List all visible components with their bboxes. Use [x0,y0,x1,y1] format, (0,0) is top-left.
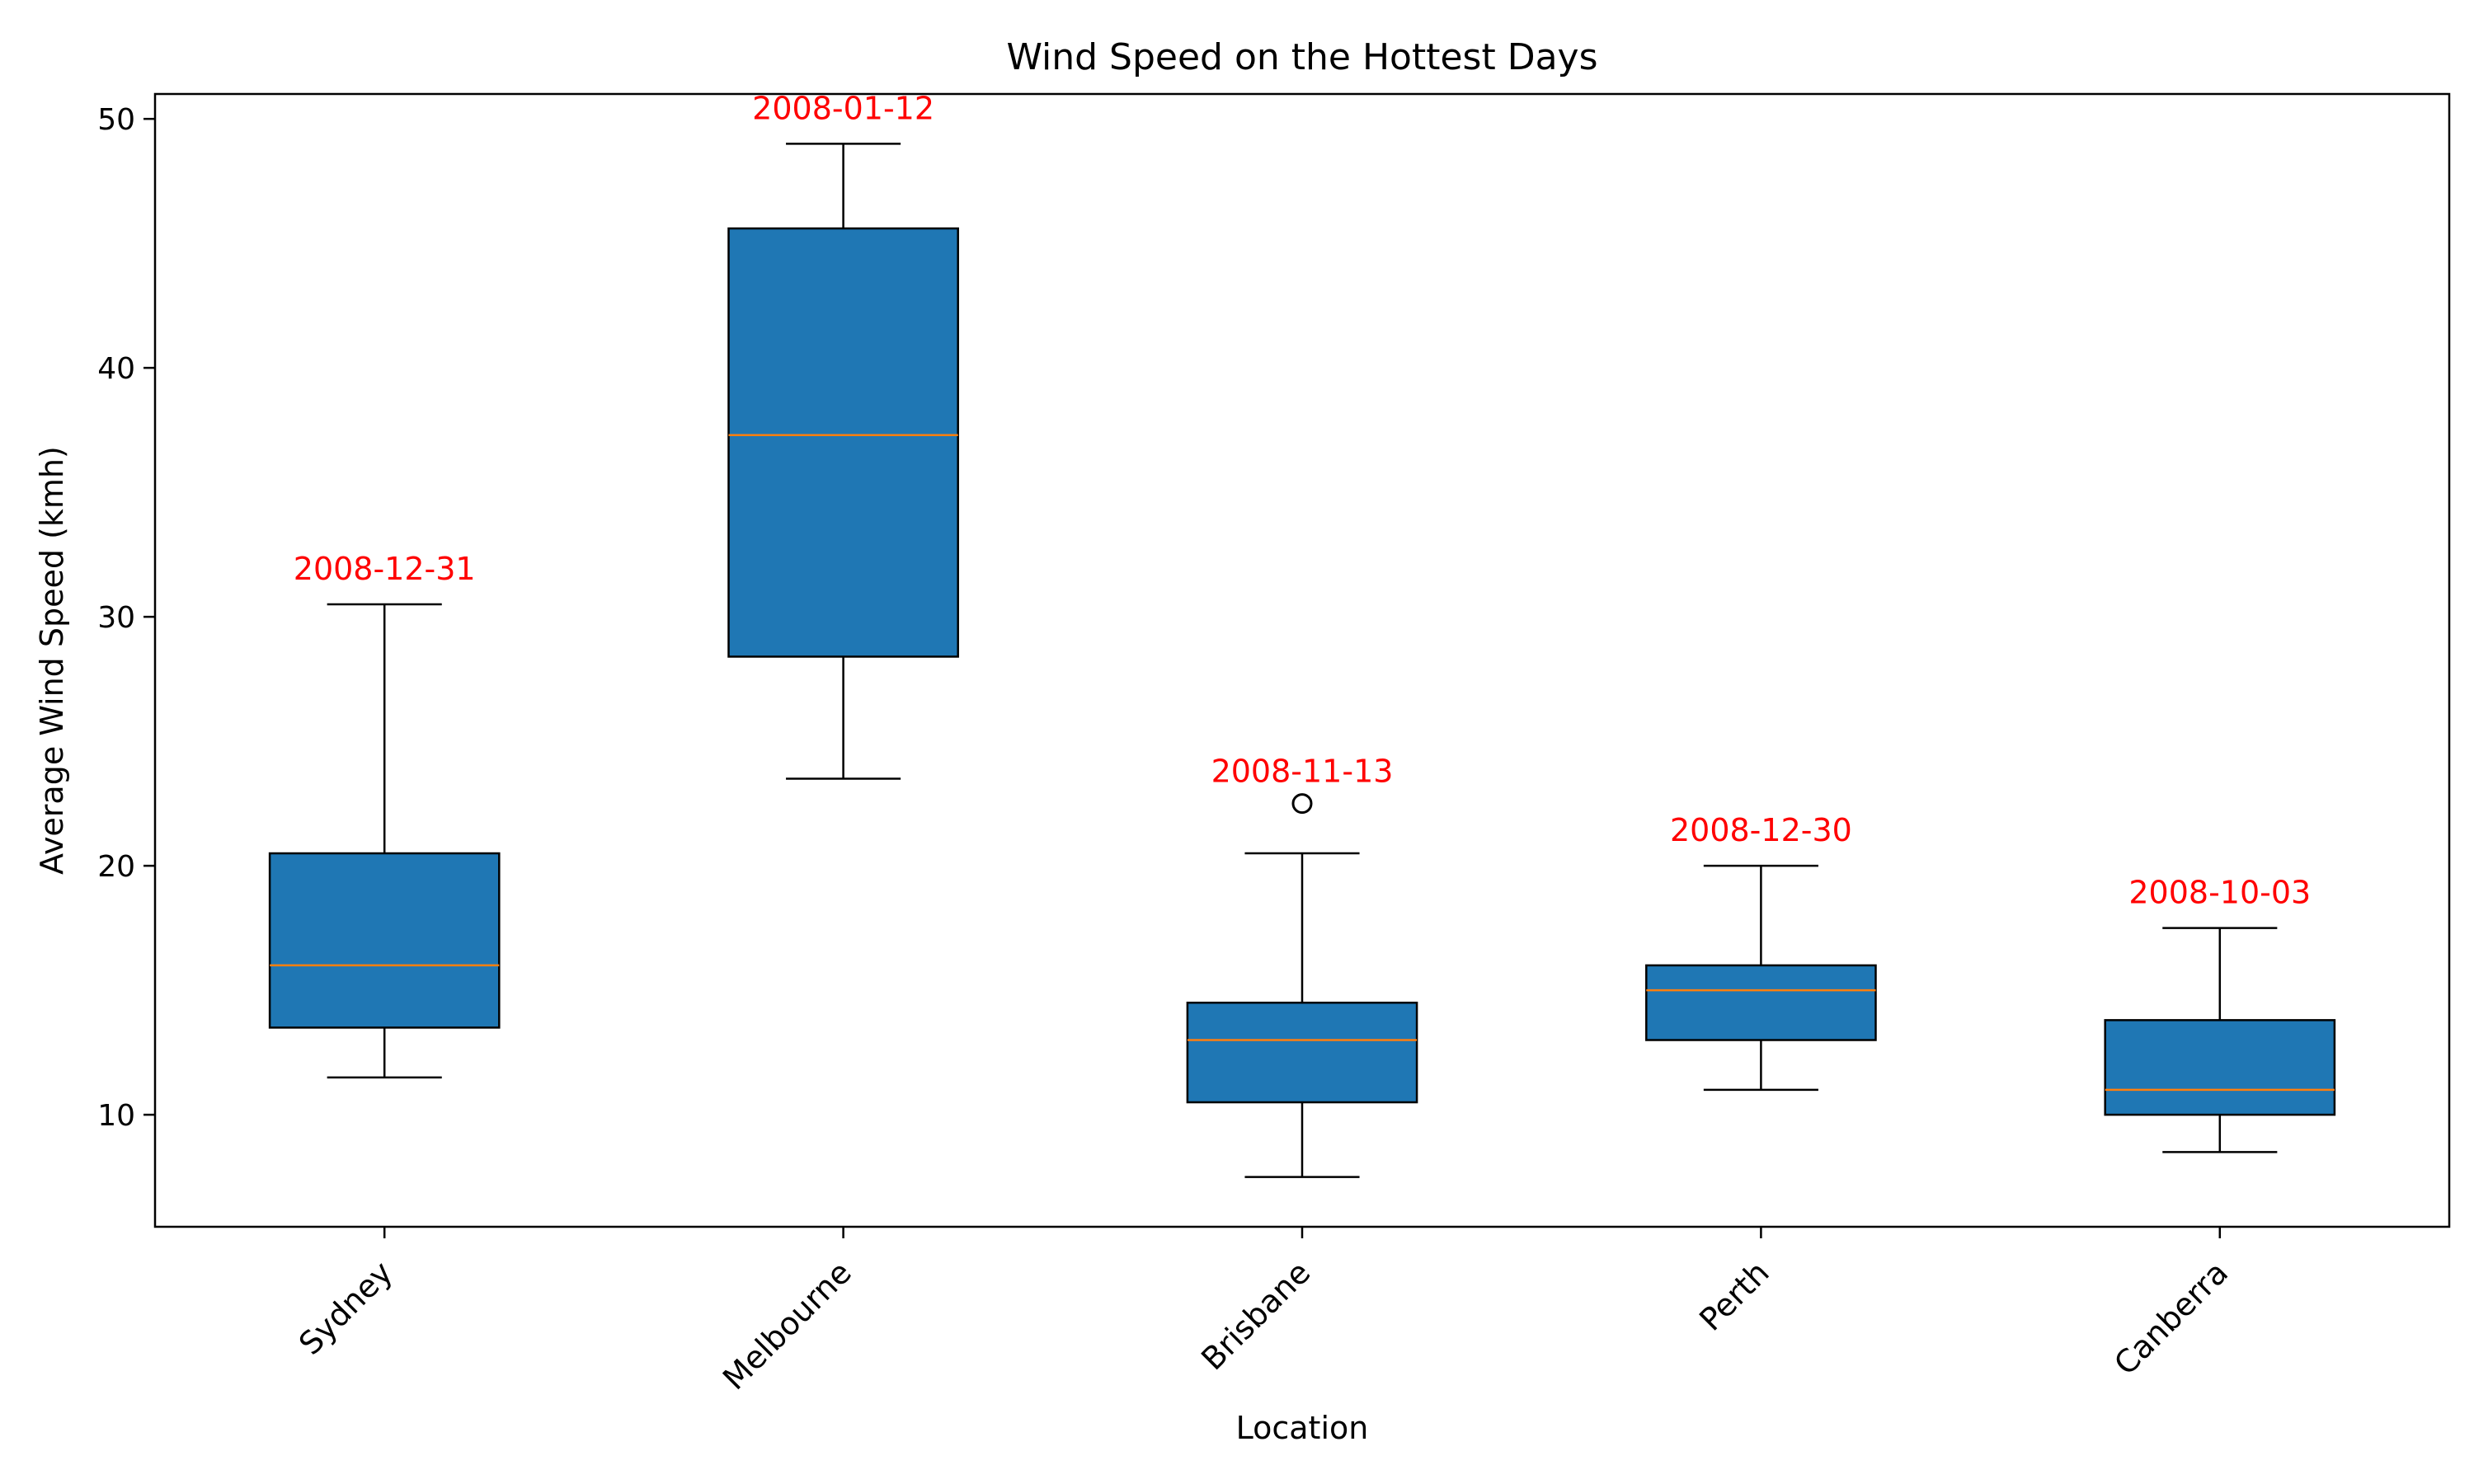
box-perth [1645,964,1877,1041]
chart-title: Wind Speed on the Hottest Days [1006,36,1597,78]
box-sydney [268,852,501,1029]
annotation-canberra: 2008-10-03 [2128,875,2311,911]
annotation-sydney: 2008-12-31 [294,551,476,587]
x-tick-label-perth: Perth [1692,1254,1776,1338]
annotation-perth: 2008-12-30 [1670,812,1852,848]
plot-area: 10 20 30 40 50 2008-12-31 Sydney 2008-01-12 Melb… [97,90,2336,1397]
y-tick-label-50: 50 [97,103,135,137]
y-tick-label-20: 20 [97,850,135,884]
y-tick-label-30: 30 [97,601,135,635]
annotation-brisbane: 2008-11-13 [1211,754,1394,790]
y-axis-label: Average Wind Speed (kmh) [34,446,70,875]
box-canberra [2104,1019,2336,1116]
box-melbourne [727,227,959,658]
x-tick-label-brisbane: Brisbane [1194,1254,1317,1377]
plot-frame [153,92,2451,1228]
x-tick-label-canberra: Canberra [2107,1254,2235,1382]
box-brisbane [1186,1001,1418,1104]
outlier-brisbane-0 [1291,793,1313,815]
x-tick-label-melbourne: Melbourne [716,1254,858,1397]
x-tick-label-sydney: Sydney [292,1254,400,1362]
annotation-melbourne: 2008-01-12 [752,90,934,126]
y-tick-label-10: 10 [97,1099,135,1133]
y-tick-label-40: 40 [97,352,135,386]
x-axis-label: Location [1236,1410,1369,1446]
